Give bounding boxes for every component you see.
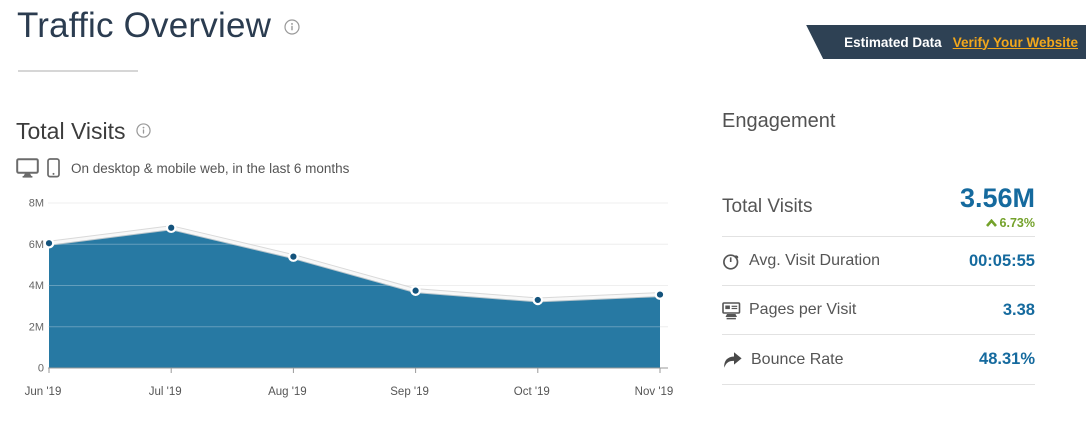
svg-text:Sep '19: Sep '19 — [390, 386, 429, 398]
engagement-total-visits-label: Total Visits — [722, 196, 813, 217]
avg-visit-duration-row: Avg. Visit Duration 00:05:55 — [722, 237, 1035, 285]
divider — [722, 384, 1035, 385]
svg-text:8M: 8M — [29, 198, 44, 210]
pages-per-visit-row: Pages per Visit 3.38 — [722, 286, 1035, 334]
change-percent: 6.73% — [999, 216, 1035, 230]
avg-visit-duration-label: Avg. Visit Duration — [749, 252, 881, 269]
mobile-icon — [47, 158, 60, 178]
estimated-data-label: Estimated Data — [844, 34, 942, 50]
svg-text:Jul '19: Jul '19 — [149, 386, 182, 398]
bounce-arrow-icon — [722, 351, 743, 369]
pages-icon — [722, 301, 741, 320]
engagement-total-visits-change: 6.73% — [985, 216, 1035, 230]
pages-per-visit-label: Pages per Visit — [749, 301, 857, 318]
bounce-rate-row: Bounce Rate 48.31% — [722, 335, 1035, 384]
svg-text:4M: 4M — [29, 280, 44, 292]
svg-text:Aug '19: Aug '19 — [268, 386, 307, 398]
bounce-rate-value: 48.31% — [979, 350, 1035, 368]
total-visits-info-icon[interactable] — [135, 123, 151, 143]
svg-text:2M: 2M — [29, 321, 44, 333]
total-visits-chart[interactable]: 0 2M 4M 6M 8M Jun '19 Jul '19 Aug '19 Sep '19 Oct… — [0, 190, 695, 410]
stopwatch-icon — [722, 251, 741, 271]
estimated-data-badge: Estimated Data Verify Your Website — [806, 25, 1086, 59]
divider — [722, 236, 1035, 237]
up-arrow-icon — [985, 219, 997, 227]
avg-visit-duration-value: 00:05:55 — [968, 251, 1035, 270]
desktop-icon — [16, 158, 40, 178]
engagement-total-visits-row: Total Visits 3.56M 6.73% — [722, 183, 1035, 235]
verify-website-link[interactable]: Verify Your Website — [952, 34, 1078, 50]
total-visits-heading: Total Visits — [16, 118, 126, 144]
divider — [722, 285, 1035, 286]
bounce-rate-label: Bounce Rate — [751, 350, 844, 368]
svg-text:Oct '19: Oct '19 — [514, 386, 550, 398]
engagement-heading: Engagement — [722, 110, 836, 132]
pages-per-visit-value: 3.38 — [1002, 300, 1035, 319]
engagement-total-visits-value: 3.56M — [959, 183, 1035, 213]
svg-text:6M: 6M — [29, 239, 44, 251]
divider — [722, 334, 1035, 335]
title-info-icon[interactable] — [284, 18, 300, 40]
svg-text:Jun '19: Jun '19 — [25, 386, 62, 398]
page-title: Traffic Overview — [17, 6, 272, 45]
svg-text:Nov '19: Nov '19 — [635, 386, 674, 398]
title-underline-divider — [18, 70, 138, 72]
svg-text:0: 0 — [38, 363, 44, 375]
visits-subtitle: On desktop & mobile web, in the last 6 m… — [71, 160, 350, 176]
